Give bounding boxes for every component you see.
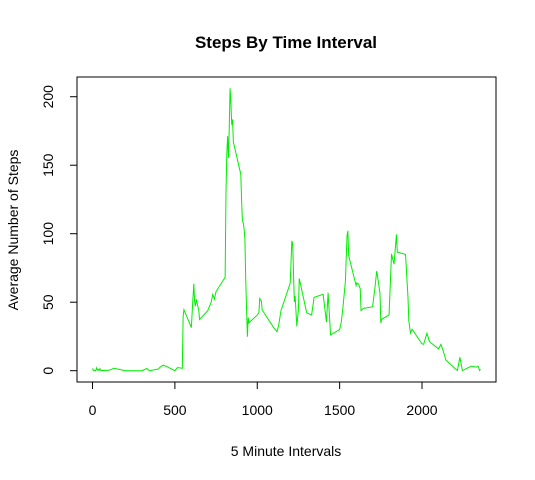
y-tick-label: 100 [40, 222, 56, 246]
chart-title: Steps By Time Interval [195, 33, 377, 52]
y-tick-label: 50 [40, 294, 56, 310]
x-tick-label: 1000 [242, 402, 273, 418]
y-tick-label: 150 [40, 153, 56, 177]
y-axis-label: Average Number of Steps [5, 150, 21, 311]
y-tick-label: 200 [40, 85, 56, 109]
data-line [92, 88, 481, 372]
x-tick-label: 0 [89, 402, 97, 418]
x-tick-label: 500 [163, 402, 187, 418]
y-tick-label: 0 [40, 367, 56, 375]
x-tick-label: 2000 [406, 402, 437, 418]
plot-box [76, 76, 497, 383]
x-tick-label: 1500 [324, 402, 355, 418]
x-axis-label: 5 Minute Intervals [231, 443, 342, 459]
